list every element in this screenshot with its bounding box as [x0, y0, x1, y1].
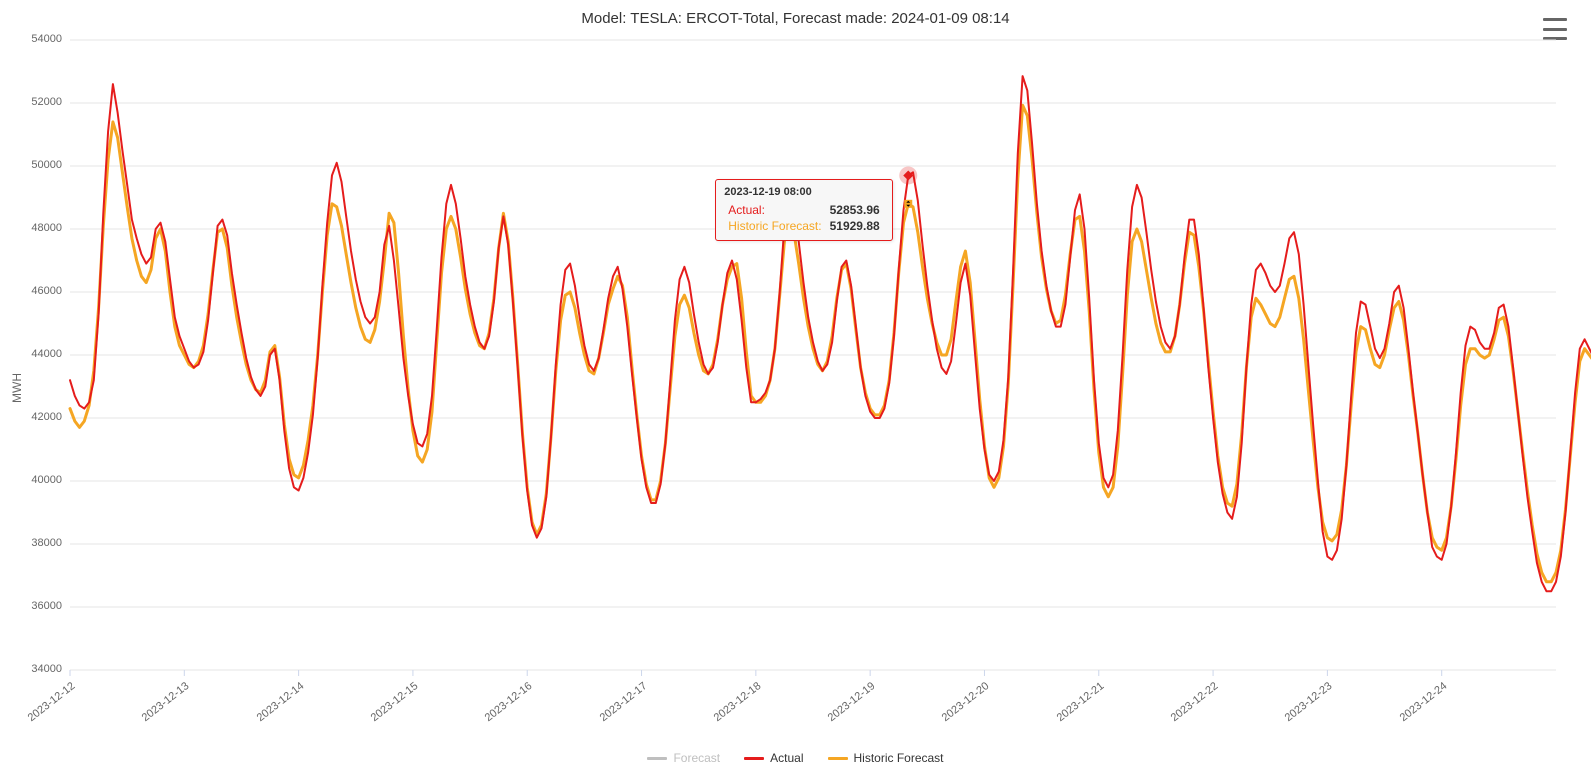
yaxis-tick-label: 40000 — [20, 474, 62, 486]
yaxis-tick-label: 54000 — [20, 33, 62, 45]
yaxis-tick-label: 48000 — [20, 222, 62, 234]
yaxis-tick-label: 38000 — [20, 537, 62, 549]
yaxis-tick-label: 34000 — [20, 663, 62, 675]
tooltip: 2023-12-19 08:00 Actual:52853.96Historic… — [715, 179, 892, 241]
legend-swatch — [647, 757, 667, 760]
legend-swatch — [744, 757, 764, 760]
legend-item-actual[interactable]: Actual — [744, 751, 803, 765]
tooltip-series-value: 52853.96 — [826, 202, 884, 218]
chart-plot-area[interactable] — [0, 0, 1591, 775]
yaxis-tick-label: 46000 — [20, 285, 62, 297]
series-historic-forecast[interactable] — [70, 105, 1591, 582]
tooltip-series-value: 51929.88 — [826, 218, 884, 234]
yaxis-tick-label: 36000 — [20, 600, 62, 612]
tooltip-timestamp: 2023-12-19 08:00 — [724, 186, 883, 198]
legend-item-forecast[interactable]: Forecast — [647, 751, 720, 765]
yaxis-tick-label: 42000 — [20, 411, 62, 423]
chart-container: Model: TESLA: ERCOT-Total, Forecast made… — [0, 0, 1591, 775]
tooltip-series-name: Historic Forecast: — [724, 218, 825, 234]
legend-label: Forecast — [673, 751, 720, 765]
yaxis-tick-label: 50000 — [20, 159, 62, 171]
yaxis-tick-label: 52000 — [20, 96, 62, 108]
series-actual[interactable] — [70, 76, 1591, 594]
tooltip-series-name: Actual: — [724, 202, 825, 218]
legend: Forecast Actual Historic Forecast — [0, 749, 1591, 766]
legend-label: Actual — [770, 751, 803, 765]
legend-item-historic[interactable]: Historic Forecast — [828, 751, 944, 765]
legend-swatch — [828, 757, 848, 760]
yaxis-tick-label: 44000 — [20, 348, 62, 360]
legend-label: Historic Forecast — [854, 751, 944, 765]
